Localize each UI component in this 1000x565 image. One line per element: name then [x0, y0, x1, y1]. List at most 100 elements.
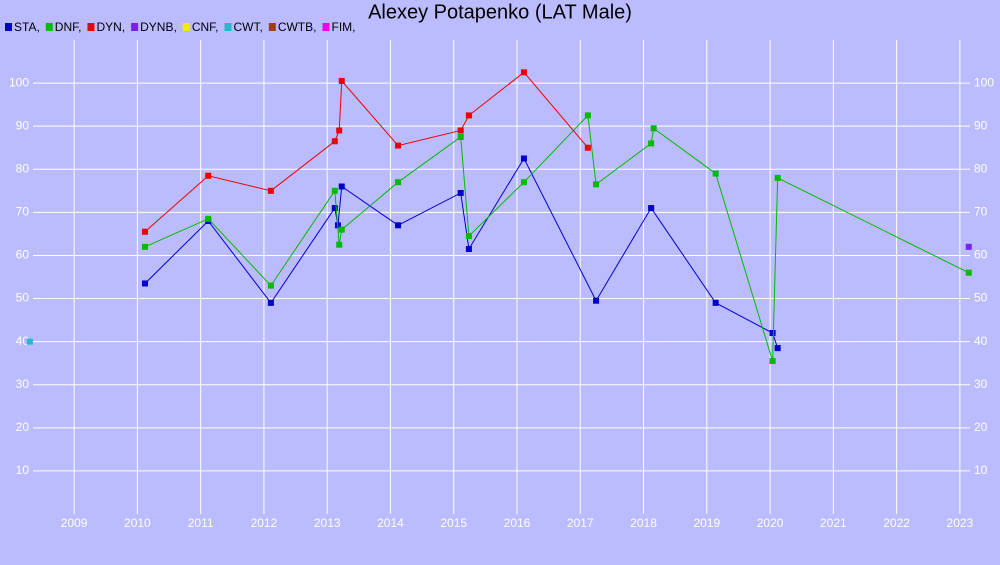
point — [336, 127, 343, 134]
point — [205, 215, 212, 222]
point — [465, 233, 472, 240]
point — [593, 181, 600, 188]
y2-tick-label: 90 — [974, 118, 988, 132]
point — [395, 179, 402, 186]
y-tick-label: 20 — [16, 420, 30, 434]
y2-tick-label: 40 — [974, 334, 988, 348]
legend-swatch — [87, 23, 95, 31]
legend-label: FIM, — [331, 20, 355, 34]
y2-tick-label: 60 — [974, 248, 988, 262]
point — [520, 69, 527, 76]
point — [465, 245, 472, 252]
point — [26, 338, 33, 345]
legend-label: CWTB, — [278, 20, 317, 34]
legend-label: DYN, — [96, 20, 125, 34]
y-tick-label: 40 — [16, 334, 30, 348]
y2-tick-label: 20 — [974, 420, 988, 434]
legend-label: DNF, — [55, 20, 82, 34]
point — [331, 205, 338, 212]
point — [457, 189, 464, 196]
point — [267, 299, 274, 306]
point — [774, 174, 781, 181]
y-tick-label: 100 — [9, 75, 29, 89]
x-tick-label: 2022 — [883, 516, 910, 530]
point — [520, 179, 527, 186]
point — [465, 112, 472, 119]
point — [965, 269, 972, 276]
x-tick-label: 2019 — [693, 516, 720, 530]
x-tick-label: 2009 — [61, 516, 88, 530]
x-tick-label: 2010 — [124, 516, 151, 530]
point — [650, 125, 657, 132]
y-tick-label: 90 — [16, 118, 30, 132]
point — [205, 172, 212, 179]
y-tick-label: 10 — [16, 463, 30, 477]
point — [769, 330, 776, 337]
x-tick-label: 2013 — [314, 516, 341, 530]
point — [593, 297, 600, 304]
point — [457, 133, 464, 140]
y2-tick-label: 70 — [974, 205, 988, 219]
legend-swatch — [224, 23, 232, 31]
legend-swatch — [322, 23, 330, 31]
point — [520, 155, 527, 162]
point — [395, 142, 402, 149]
y2-tick-label: 100 — [974, 75, 994, 89]
point — [267, 282, 274, 289]
legend-label: STA, — [14, 20, 40, 34]
x-tick-label: 2011 — [188, 516, 214, 530]
x-tick-label: 2021 — [820, 516, 847, 530]
point — [457, 127, 464, 134]
legend-swatch — [5, 23, 12, 31]
point — [395, 222, 402, 229]
point — [774, 345, 781, 352]
point — [648, 140, 655, 147]
point — [712, 170, 719, 177]
point — [648, 205, 655, 212]
y-tick-label: 50 — [16, 291, 30, 305]
point — [965, 243, 972, 250]
legend-label: CWT, — [233, 20, 262, 34]
chart-title: Alexey Potapenko (LAT Male) — [368, 1, 632, 23]
point — [141, 243, 148, 250]
series-line — [144, 114, 969, 362]
y2-tick-label: 50 — [974, 291, 988, 305]
x-tick-label: 2018 — [630, 516, 657, 530]
point — [712, 299, 719, 306]
x-tick-label: 2017 — [567, 516, 594, 530]
x-tick-label: 2015 — [440, 516, 467, 530]
x-tick-label: 2020 — [757, 516, 784, 530]
legend-swatch — [45, 23, 53, 31]
x-tick-label: 2023 — [947, 516, 974, 530]
point — [336, 241, 343, 248]
point — [338, 183, 345, 190]
y2-tick-label: 30 — [974, 377, 988, 391]
point — [769, 358, 776, 365]
point — [584, 112, 591, 119]
point — [141, 280, 148, 287]
x-tick-label: 2016 — [504, 516, 531, 530]
legend-label: DYNB, — [140, 20, 177, 34]
y-tick-label: 70 — [16, 205, 30, 219]
y-tick-label: 80 — [16, 161, 30, 175]
y-tick-label: 30 — [16, 377, 30, 391]
point — [267, 187, 274, 194]
x-tick-label: 2014 — [377, 516, 404, 530]
y2-tick-label: 10 — [974, 463, 988, 477]
x-tick-label: 2012 — [251, 516, 278, 530]
legend-swatch — [182, 23, 190, 31]
y-tick-label: 60 — [16, 248, 30, 262]
point — [331, 138, 338, 145]
legend-swatch — [268, 23, 276, 31]
point — [584, 144, 591, 151]
legend-swatch — [131, 23, 139, 31]
point — [338, 77, 345, 84]
y2-tick-label: 80 — [974, 161, 988, 175]
legend-label: CNF, — [192, 20, 219, 34]
point — [331, 187, 338, 194]
point — [141, 228, 148, 235]
point — [338, 226, 345, 233]
